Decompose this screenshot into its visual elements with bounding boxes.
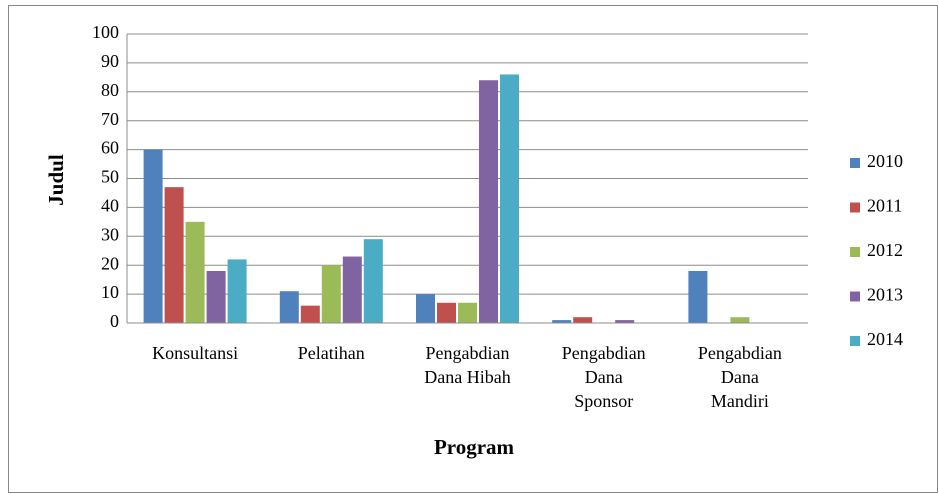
bar (363, 239, 383, 323)
bar (437, 302, 456, 323)
y-tick-label: 100 (92, 22, 119, 42)
chart-frame (8, 5, 938, 493)
bar (552, 320, 572, 323)
bar (164, 187, 184, 323)
legend-swatch (850, 336, 860, 346)
y-tick-label: 0 (110, 311, 119, 331)
x-tick-label: Pengabdian Dana Hibah (424, 343, 510, 387)
y-axis-label: Judul (44, 154, 68, 206)
bar (321, 265, 341, 323)
y-tick-label: 80 (101, 80, 119, 100)
bar (688, 270, 708, 323)
legend-label: 2013 (867, 285, 903, 305)
x-tick-label: Pengabdian Dana Mandiri (698, 343, 782, 411)
bar (416, 294, 435, 323)
y-tick-label: 50 (101, 167, 119, 187)
bar (227, 259, 247, 323)
legend-swatch (850, 202, 860, 213)
bar (279, 291, 299, 323)
legend-swatch (850, 291, 860, 302)
bar (206, 270, 226, 323)
y-tick-label: 30 (101, 224, 119, 244)
bar (730, 317, 750, 323)
x-tick-label: Pengabdian Dana Sponsor (562, 343, 646, 411)
bar (615, 320, 635, 323)
x-tick-label: Konsultansi (152, 343, 238, 363)
bar (342, 256, 362, 323)
legend-label: 2012 (867, 240, 903, 260)
bar (573, 317, 593, 323)
y-tick-label: 40 (101, 196, 119, 216)
bar (300, 305, 320, 323)
bar (458, 302, 477, 323)
y-tick-label: 20 (101, 253, 119, 273)
bar (479, 80, 498, 324)
y-tick-label: 90 (101, 51, 119, 71)
legend-label: 2011 (867, 196, 902, 216)
y-tick-label: 10 (101, 282, 119, 302)
legend-swatch (850, 247, 860, 257)
bar (500, 74, 519, 324)
y-tick-label: 70 (101, 109, 119, 129)
legend-label: 2010 (867, 151, 903, 171)
x-tick-label: Pelatihan (298, 343, 365, 363)
y-tick-label: 60 (101, 138, 119, 158)
legend-label: 2014 (867, 329, 903, 349)
bar (143, 149, 163, 323)
legend-swatch (850, 158, 860, 168)
bar (185, 221, 205, 323)
x-axis-label: Program (434, 435, 515, 459)
